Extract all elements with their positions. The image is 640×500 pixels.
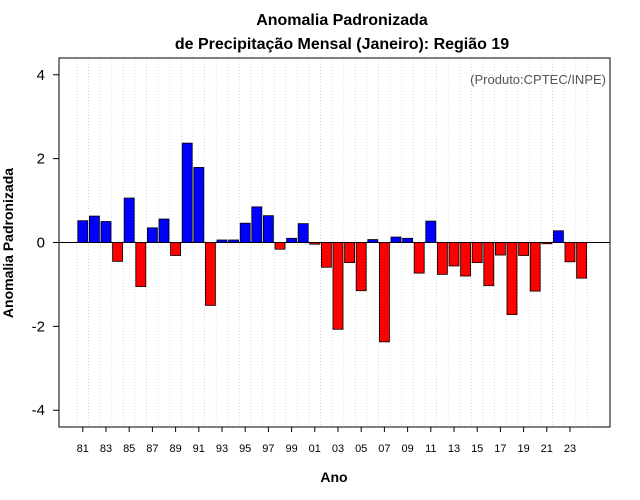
bar-1981 xyxy=(77,220,89,243)
bar-2021 xyxy=(541,242,553,245)
x-tick-label: 23 xyxy=(564,443,576,455)
bar-2014 xyxy=(460,242,472,277)
bar-2006 xyxy=(367,239,379,243)
x-tick-label: 95 xyxy=(239,443,251,455)
x-tick-label: 17 xyxy=(494,443,506,455)
bar-2010 xyxy=(413,242,425,274)
bar-1999 xyxy=(286,237,298,243)
bar-2008 xyxy=(390,236,402,243)
x-tick-label: 03 xyxy=(332,443,344,455)
y-tick-label: -2 xyxy=(32,318,45,335)
bar-1986 xyxy=(135,242,147,287)
chart-subtitle: de Precipitação Mensal (Janeiro): Região… xyxy=(175,36,509,53)
bar-2000 xyxy=(297,223,309,243)
bar-1988 xyxy=(158,218,170,243)
bar-2009 xyxy=(402,237,414,243)
x-tick-label: 99 xyxy=(285,443,297,455)
bar-1997 xyxy=(262,215,274,243)
bar-2004 xyxy=(344,242,356,264)
bar-1984 xyxy=(112,242,123,262)
bar-2007 xyxy=(378,242,390,343)
x-axis: 81 83 85 87 89 91 93 95 97 99 01 03 05 07 09 11 13 15 17 19… xyxy=(77,427,576,455)
bar-2017 xyxy=(494,242,506,256)
bar-1996 xyxy=(251,206,263,243)
y-axis-label: Anomalia Padronizada xyxy=(0,168,16,318)
x-tick-label: 15 xyxy=(471,443,483,455)
bar-1992 xyxy=(204,242,216,306)
chart-title: Anomalia Padronizada xyxy=(256,12,428,29)
x-tick-label: 07 xyxy=(378,443,390,455)
x-tick-label: 89 xyxy=(169,443,181,455)
bar-1995 xyxy=(239,222,251,243)
x-tick-label: 91 xyxy=(193,443,205,455)
x-tick-label: 21 xyxy=(541,443,553,455)
x-tick-label: 85 xyxy=(123,443,135,455)
x-tick-label: 11 xyxy=(425,443,436,455)
bar-1982 xyxy=(89,215,100,243)
y-axis: -4 -2 0 2 4 xyxy=(32,67,59,419)
bar-2018 xyxy=(506,242,518,316)
bar-1990 xyxy=(181,142,193,243)
y-tick-label: 4 xyxy=(37,67,45,84)
x-tick-label: 05 xyxy=(355,443,367,455)
bar-1989 xyxy=(170,242,182,256)
x-tick-label: 83 xyxy=(100,443,112,455)
bar-2002 xyxy=(320,242,332,268)
x-tick-label: 81 xyxy=(77,443,89,455)
bar-2019 xyxy=(518,242,529,256)
bar-2023 xyxy=(564,242,576,263)
bar-1985 xyxy=(123,197,135,243)
x-tick-label: 13 xyxy=(448,443,460,455)
x-tick-label: 93 xyxy=(216,443,228,455)
x-tick-label: 97 xyxy=(262,443,274,455)
bar-2016 xyxy=(483,242,495,287)
bar-2015 xyxy=(471,242,483,264)
bar-2005 xyxy=(355,242,367,292)
x-axis-label: Ano xyxy=(320,469,347,485)
bar-2003 xyxy=(332,242,344,330)
x-tick-label: 87 xyxy=(146,443,158,455)
bar-1991 xyxy=(193,167,205,243)
bar-2022 xyxy=(553,230,564,243)
credit-label: (Produto:CPTEC/INPE) xyxy=(470,72,606,87)
y-tick-label: 2 xyxy=(37,151,45,168)
bar-2001 xyxy=(309,242,321,245)
bar-2024 xyxy=(576,242,587,279)
bar-1994 xyxy=(228,239,240,243)
bar-1998 xyxy=(274,242,286,250)
bar-2013 xyxy=(448,242,460,267)
bar-1987 xyxy=(146,227,158,243)
y-tick-label: 0 xyxy=(37,235,45,252)
x-tick-label: 19 xyxy=(517,443,529,455)
bars xyxy=(77,142,587,343)
y-tick-label: -4 xyxy=(32,402,45,419)
bar-1993 xyxy=(216,239,228,243)
x-tick-label: 09 xyxy=(401,443,413,455)
bar-2020 xyxy=(529,242,541,292)
bar-2011 xyxy=(425,220,437,243)
x-tick-label: 01 xyxy=(309,443,321,455)
bar-2012 xyxy=(436,242,448,275)
bar-1983 xyxy=(100,221,112,243)
